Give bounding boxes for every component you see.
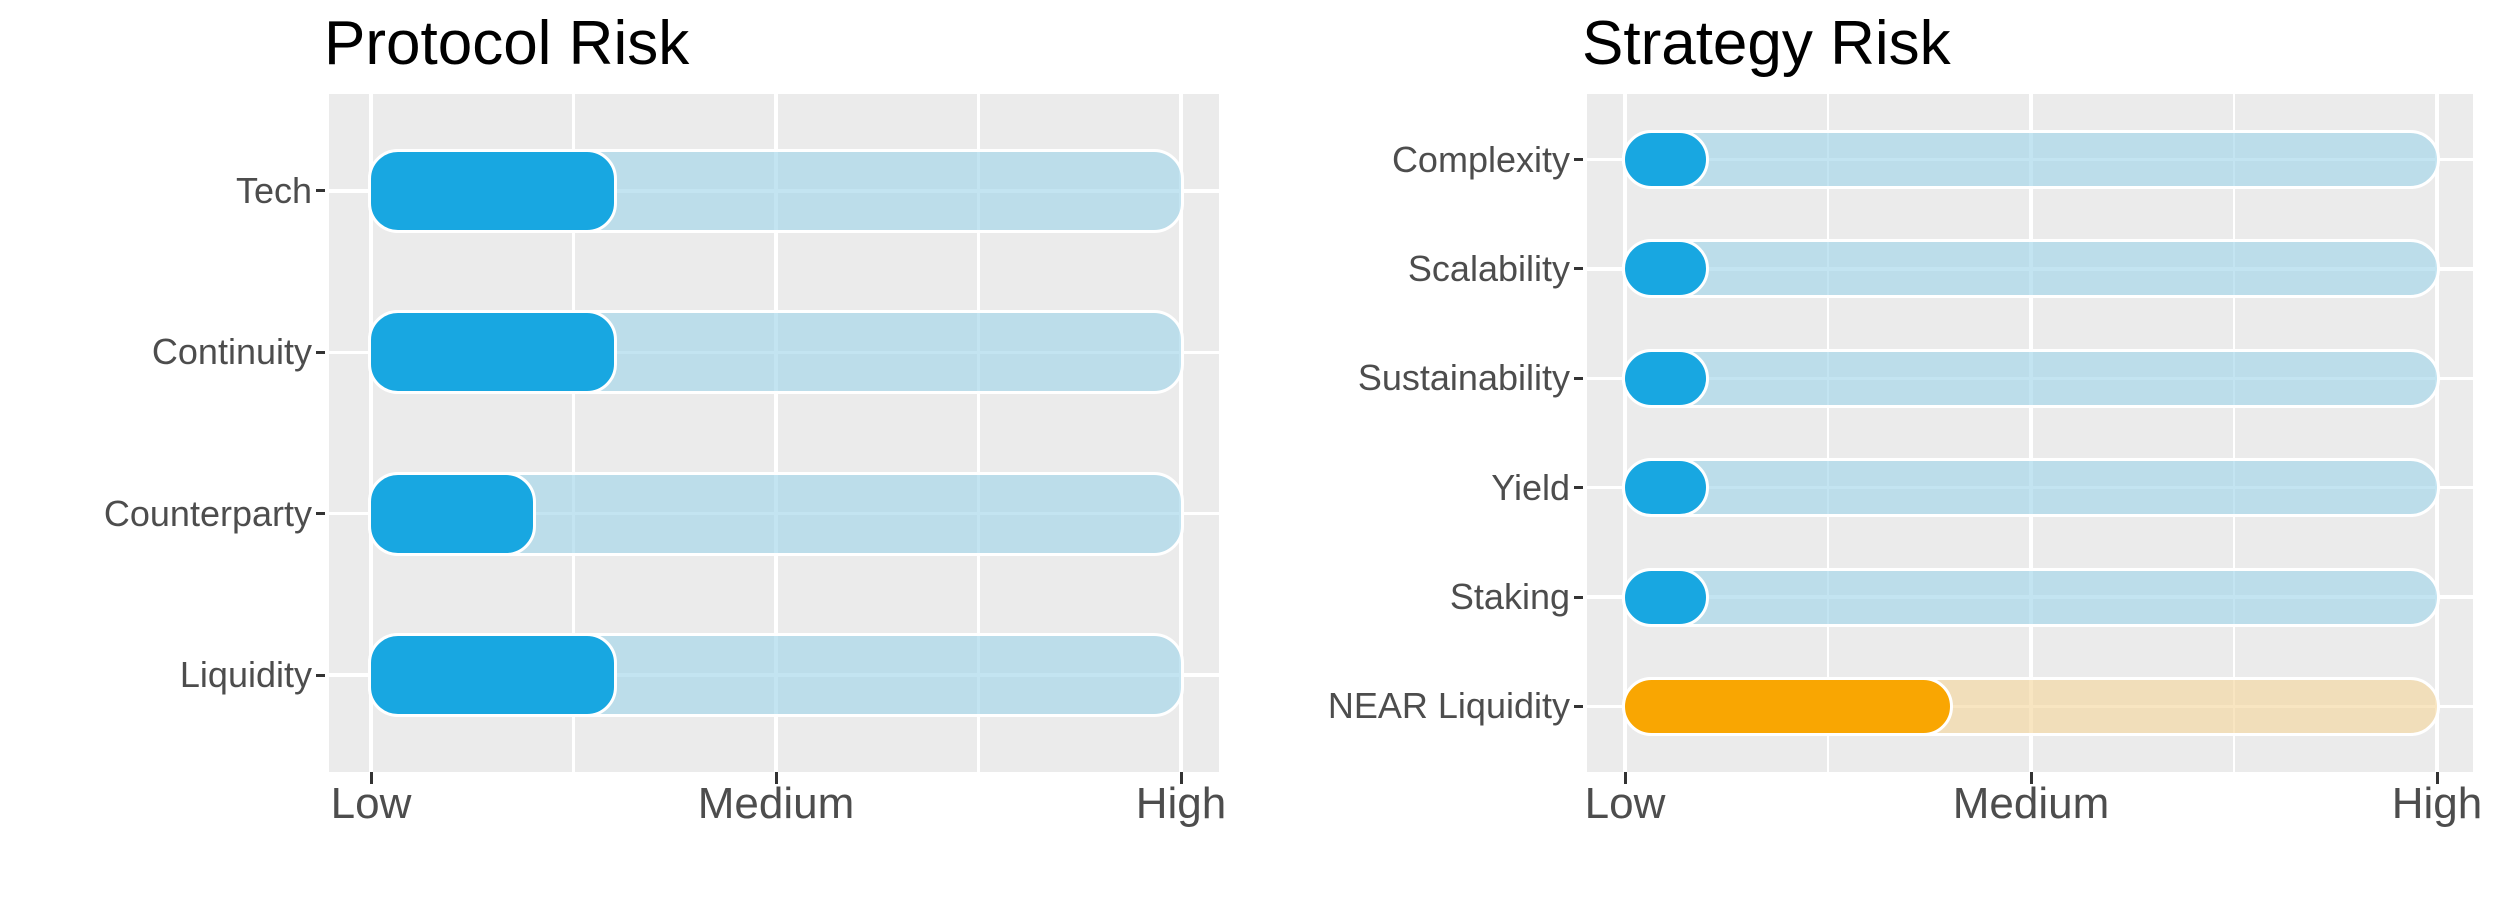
axis-tick-label: Medium: [697, 779, 855, 828]
category-label: Sustainability: [1357, 357, 1570, 399]
axis-tick-label: Low: [1584, 779, 1666, 828]
x-axis-tick: [2029, 772, 2033, 784]
category-axis-tick: [1574, 486, 1583, 490]
bar-value: [1622, 458, 1710, 518]
bar-track: [1622, 458, 2440, 518]
major-gridline-x: [1179, 94, 1183, 772]
minor-gridline-x: [572, 94, 575, 772]
category-axis-tick: [1574, 376, 1583, 380]
axis-tick-label: High: [1135, 779, 1227, 828]
major-gridline-x: [774, 94, 778, 772]
category-label: Liquidity: [179, 654, 312, 696]
bar-value: [1622, 567, 1710, 627]
category-axis-tick: [1574, 704, 1583, 708]
x-axis-tick: [774, 772, 778, 784]
bar-value: [1622, 239, 1710, 299]
category-label: Complexity: [1391, 138, 1570, 180]
major-gridline-x: [2435, 94, 2439, 772]
bar-value: [368, 310, 617, 395]
category-label: Staking: [1449, 576, 1570, 618]
category-axis-tick: [316, 512, 325, 516]
x-axis-tick: [1179, 772, 1183, 784]
bar-value: [368, 633, 617, 718]
chart-title: Protocol Risk: [324, 9, 690, 78]
x-axis-tick: [1623, 772, 1627, 784]
bar-track: [1622, 348, 2440, 408]
category-axis-tick: [316, 189, 325, 193]
axis-tick-label: Low: [330, 779, 412, 828]
minor-gridline-x: [977, 94, 980, 772]
major-gridline-x: [2029, 94, 2033, 772]
x-axis-tick: [369, 772, 373, 784]
category-axis-tick: [1574, 595, 1583, 599]
major-gridline-x: [369, 94, 373, 772]
bar-value: [1622, 130, 1710, 190]
category-label: Counterparty: [103, 492, 312, 534]
bar-track: [1622, 130, 2440, 190]
category-label: Tech: [235, 169, 312, 211]
minor-gridline-x: [2232, 94, 2236, 772]
axis-tick-label: Medium: [1952, 779, 2110, 828]
category-label: Scalability: [1407, 247, 1570, 289]
category-axis-tick: [316, 350, 325, 354]
chart-title: Strategy Risk: [1582, 9, 1951, 78]
axis-tick-label: High: [2391, 779, 2483, 828]
category-axis-tick: [1574, 158, 1583, 162]
minor-gridline-x: [1826, 94, 1830, 772]
category-axis-tick: [316, 673, 325, 677]
category-axis-tick: [1574, 267, 1583, 271]
bar-value: [1622, 676, 1953, 736]
category-label: Continuity: [151, 331, 312, 373]
bar-value: [368, 471, 536, 556]
category-label: Yield: [1491, 466, 1570, 508]
x-axis-tick: [2435, 772, 2439, 784]
category-label: NEAR Liquidity: [1327, 685, 1570, 727]
major-gridline-x: [1623, 94, 1627, 772]
bar-value: [368, 148, 617, 233]
bar-track: [1622, 567, 2440, 627]
bar-track: [1622, 239, 2440, 299]
bar-value: [1622, 348, 1710, 408]
